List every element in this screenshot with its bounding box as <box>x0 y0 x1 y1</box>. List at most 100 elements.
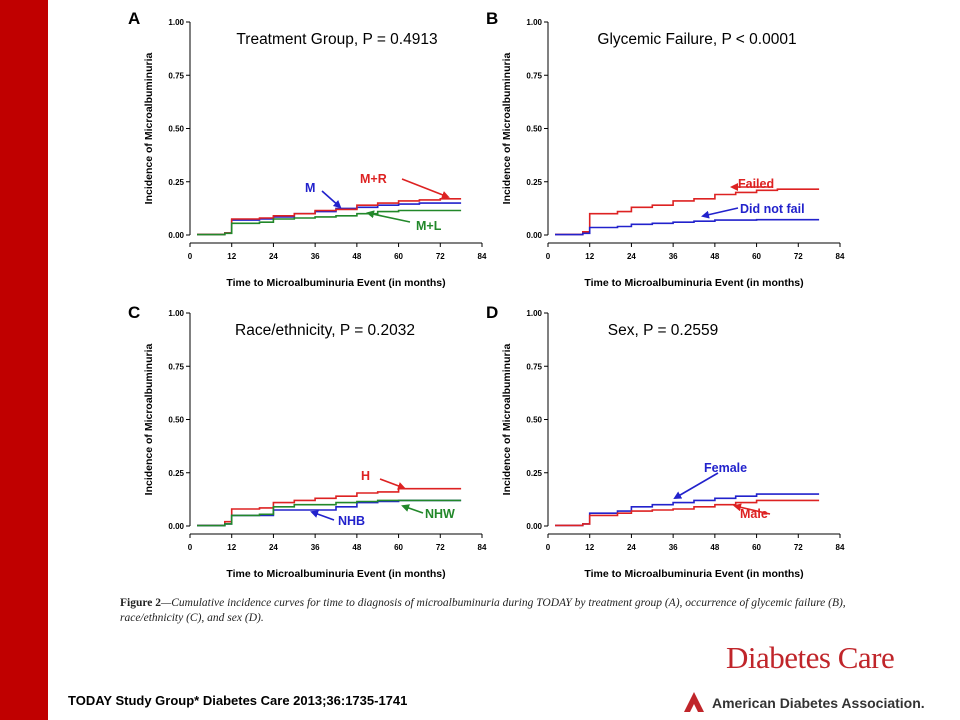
x-axis-label: Time to Microalbuminuria Event (in month… <box>584 277 803 289</box>
x-tick-label: 48 <box>352 252 361 261</box>
x-axis-label: Time to Microalbuminuria Event (in month… <box>584 568 803 580</box>
y-tick-label: 0.00 <box>526 231 542 240</box>
y-tick-label: 0.25 <box>526 469 542 478</box>
series-line-h <box>197 487 462 527</box>
y-tick-label: 0.00 <box>168 522 184 531</box>
panel-letter: D <box>486 303 498 322</box>
x-tick-label: 36 <box>311 543 320 552</box>
series-line-male <box>555 499 820 527</box>
y-tick-label: 1.00 <box>168 309 184 318</box>
y-axis-label: Incidence of Microalbuminuria <box>501 53 513 205</box>
series-line-m-r <box>197 198 462 236</box>
x-tick-label: 36 <box>311 252 320 261</box>
y-tick-label: 1.00 <box>526 18 542 27</box>
x-tick-label: 48 <box>710 252 719 261</box>
x-tick-label: 24 <box>269 543 278 552</box>
x-tick-label: 0 <box>546 252 551 261</box>
figure-number: Figure 2 <box>120 597 161 609</box>
x-tick-label: 84 <box>836 252 845 261</box>
y-tick-label: 0.00 <box>526 522 542 531</box>
x-tick-label: 36 <box>669 252 678 261</box>
series-line-m-l <box>197 209 462 236</box>
x-tick-label: 72 <box>794 252 803 261</box>
panel-title: Treatment Group, P = 0.4913 <box>236 31 437 48</box>
x-tick-label: 48 <box>352 543 361 552</box>
series-line-failed <box>555 188 820 236</box>
x-tick-label: 24 <box>269 252 278 261</box>
y-tick-label: 0.25 <box>526 178 542 187</box>
figure-panels: A Treatment Group, P = 0.4913 0.00 0.25 0.50… <box>128 9 845 580</box>
series-label-m-r: M+R <box>360 172 387 186</box>
panel-letter: A <box>128 9 140 28</box>
arrow-icon <box>733 503 771 515</box>
x-tick-label: 84 <box>478 543 487 552</box>
x-tick-label: 72 <box>436 543 445 552</box>
x-tick-label: 0 <box>546 543 551 552</box>
x-tick-label: 24 <box>627 543 636 552</box>
panel-c: C Race/ethnicity, P = 0.2032 0.00 0.25 0.50 0… <box>128 303 487 580</box>
panel-letter: C <box>128 303 140 322</box>
arrow-icon <box>673 472 719 500</box>
series-label-female: Female <box>704 461 747 475</box>
series-label-did-not-fail: Did not fail <box>740 202 805 216</box>
panel-letter: B <box>486 9 498 28</box>
series-label-nhb: NHB <box>338 514 365 528</box>
x-tick-label: 0 <box>188 252 193 261</box>
y-axis-label: Incidence of Microalbuminuria <box>501 344 513 496</box>
y-tick-label: 1.00 <box>168 18 184 27</box>
y-tick-label: 0.50 <box>168 125 184 134</box>
arrow-icon <box>379 478 406 490</box>
panel-b: B Glycemic Failure, P < 0.0001 0.00 0.25 0.5… <box>486 9 845 289</box>
panel-d: D Sex, P = 0.2559 0.00 0.25 0.50 0.75 1.00 0 12 2… <box>486 303 845 580</box>
x-tick-label: 60 <box>752 543 761 552</box>
arrow-icon <box>310 510 335 521</box>
publisher-name: American Diabetes Association. <box>712 695 925 711</box>
ada-triangle-icon <box>684 692 704 712</box>
citation: TODAY Study Group* Diabetes Care 2013;36… <box>68 693 408 708</box>
ada-logo-icon <box>684 692 704 712</box>
panel-title: Sex, P = 0.2559 <box>608 322 718 339</box>
x-axis-label: Time to Microalbuminuria Event (in month… <box>226 277 445 289</box>
x-tick-label: 12 <box>227 543 236 552</box>
x-tick-label: 84 <box>836 543 845 552</box>
series-label-male: Male <box>740 507 768 521</box>
y-tick-label: 1.00 <box>526 309 542 318</box>
x-tick-label: 0 <box>188 543 193 552</box>
x-tick-label: 36 <box>669 543 678 552</box>
arrow-icon <box>401 178 450 199</box>
x-tick-label: 48 <box>710 543 719 552</box>
left-accent-bar <box>0 0 48 720</box>
arrow-icon <box>366 210 411 223</box>
figure-caption: Figure 2—Cumulative incidence curves for… <box>120 596 900 626</box>
y-tick-label: 0.25 <box>168 469 184 478</box>
panel-title: Glycemic Failure, P < 0.0001 <box>597 31 796 48</box>
y-axis-label: Incidence of Microalbuminuria <box>143 344 155 496</box>
x-tick-label: 72 <box>436 252 445 261</box>
y-tick-label: 0.50 <box>526 416 542 425</box>
figure-caption-text: —Cumulative incidence curves for time to… <box>120 597 846 624</box>
y-tick-label: 0.50 <box>526 125 542 134</box>
y-tick-label: 0.75 <box>526 71 542 80</box>
arrow-icon <box>321 190 342 209</box>
x-tick-label: 60 <box>752 252 761 261</box>
series-label-m-l: M+L <box>416 219 442 233</box>
y-tick-label: 0.75 <box>526 362 542 371</box>
y-axis-label: Incidence of Microalbuminuria <box>143 53 155 205</box>
series-label-m: M <box>305 181 315 195</box>
series-label-nhw: NHW <box>425 507 455 521</box>
x-tick-label: 60 <box>394 252 403 261</box>
arrow-icon <box>701 207 739 219</box>
y-tick-label: 0.75 <box>168 362 184 371</box>
arrow-icon <box>401 504 424 514</box>
x-tick-label: 12 <box>585 252 594 261</box>
x-tick-label: 12 <box>585 543 594 552</box>
x-tick-label: 84 <box>478 252 487 261</box>
series-label-h: H <box>361 469 370 483</box>
x-tick-label: 12 <box>227 252 236 261</box>
y-tick-label: 0.00 <box>168 231 184 240</box>
x-tick-label: 24 <box>627 252 636 261</box>
x-tick-label: 72 <box>794 543 803 552</box>
x-tick-label: 60 <box>394 543 403 552</box>
series-line-nhw <box>197 499 462 527</box>
y-tick-label: 0.25 <box>168 178 184 187</box>
